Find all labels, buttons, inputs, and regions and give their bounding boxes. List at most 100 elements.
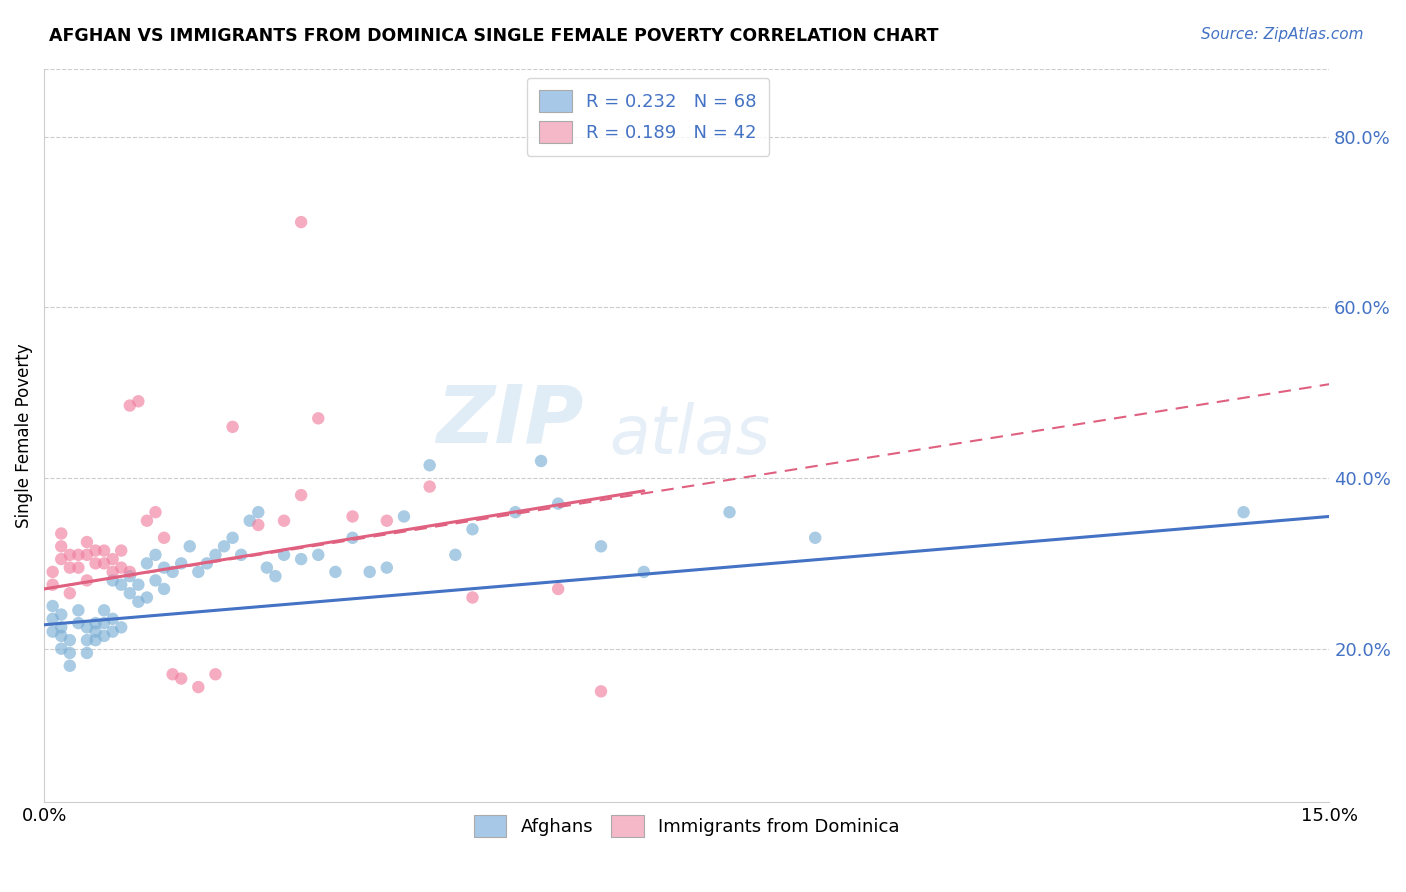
Point	[101, 552, 124, 566]
Point	[59, 560, 82, 574]
Point	[76, 646, 98, 660]
Point	[127, 595, 149, 609]
Point	[239, 514, 262, 528]
Point	[359, 565, 381, 579]
Point	[307, 548, 329, 562]
Point	[589, 539, 612, 553]
Point	[110, 543, 132, 558]
Point	[325, 565, 347, 579]
Point	[342, 509, 364, 524]
Point	[51, 552, 73, 566]
Point	[67, 560, 90, 574]
Point	[41, 577, 63, 591]
Point	[589, 684, 612, 698]
Point	[41, 565, 63, 579]
Point	[187, 680, 209, 694]
Point	[59, 633, 82, 648]
Point	[59, 658, 82, 673]
Point	[51, 620, 73, 634]
Point	[179, 539, 201, 553]
Point	[444, 548, 467, 562]
Point	[118, 565, 141, 579]
Text: Source: ZipAtlas.com: Source: ZipAtlas.com	[1201, 27, 1364, 42]
Point	[76, 574, 98, 588]
Point	[375, 560, 398, 574]
Point	[84, 624, 107, 639]
Point	[101, 624, 124, 639]
Point	[51, 526, 73, 541]
Point	[135, 591, 157, 605]
Point	[145, 548, 167, 562]
Point	[256, 560, 278, 574]
Point	[153, 531, 176, 545]
Point	[101, 612, 124, 626]
Point	[67, 616, 90, 631]
Point	[247, 505, 270, 519]
Point	[195, 557, 218, 571]
Text: ZIP: ZIP	[436, 382, 583, 459]
Point	[204, 548, 226, 562]
Point	[231, 548, 253, 562]
Point	[110, 620, 132, 634]
Point	[76, 535, 98, 549]
Point	[84, 543, 107, 558]
Point	[67, 548, 90, 562]
Point	[633, 565, 655, 579]
Point	[547, 582, 569, 596]
Point	[41, 612, 63, 626]
Point	[145, 505, 167, 519]
Point	[51, 539, 73, 553]
Point	[273, 514, 295, 528]
Point	[170, 672, 193, 686]
Point	[264, 569, 287, 583]
Point	[342, 531, 364, 545]
Point	[59, 646, 82, 660]
Point	[59, 548, 82, 562]
Point	[461, 591, 484, 605]
Point	[51, 629, 73, 643]
Point	[505, 505, 527, 519]
Point	[110, 577, 132, 591]
Point	[153, 582, 176, 596]
Text: AFGHAN VS IMMIGRANTS FROM DOMINICA SINGLE FEMALE POVERTY CORRELATION CHART: AFGHAN VS IMMIGRANTS FROM DOMINICA SINGL…	[49, 27, 939, 45]
Point	[41, 599, 63, 613]
Point	[212, 539, 235, 553]
Point	[84, 616, 107, 631]
Point	[41, 624, 63, 639]
Point	[547, 497, 569, 511]
Point	[59, 586, 82, 600]
Point	[290, 488, 312, 502]
Point	[307, 411, 329, 425]
Point	[419, 480, 441, 494]
Point	[135, 557, 157, 571]
Point	[273, 548, 295, 562]
Point	[76, 548, 98, 562]
Point	[93, 603, 115, 617]
Y-axis label: Single Female Poverty: Single Female Poverty	[15, 343, 32, 528]
Point	[804, 531, 827, 545]
Point	[101, 574, 124, 588]
Point	[118, 399, 141, 413]
Point	[76, 633, 98, 648]
Point	[162, 565, 184, 579]
Point	[162, 667, 184, 681]
Point	[247, 518, 270, 533]
Point	[392, 509, 415, 524]
Point	[204, 667, 226, 681]
Point	[135, 514, 157, 528]
Point	[93, 557, 115, 571]
Point	[51, 641, 73, 656]
Point	[51, 607, 73, 622]
Text: atlas: atlas	[610, 402, 770, 468]
Point	[153, 560, 176, 574]
Point	[1232, 505, 1254, 519]
Point	[375, 514, 398, 528]
Point	[76, 620, 98, 634]
Legend: Afghans, Immigrants from Dominica: Afghans, Immigrants from Dominica	[467, 808, 907, 845]
Point	[93, 616, 115, 631]
Point	[127, 577, 149, 591]
Point	[170, 557, 193, 571]
Point	[145, 574, 167, 588]
Point	[93, 629, 115, 643]
Point	[93, 543, 115, 558]
